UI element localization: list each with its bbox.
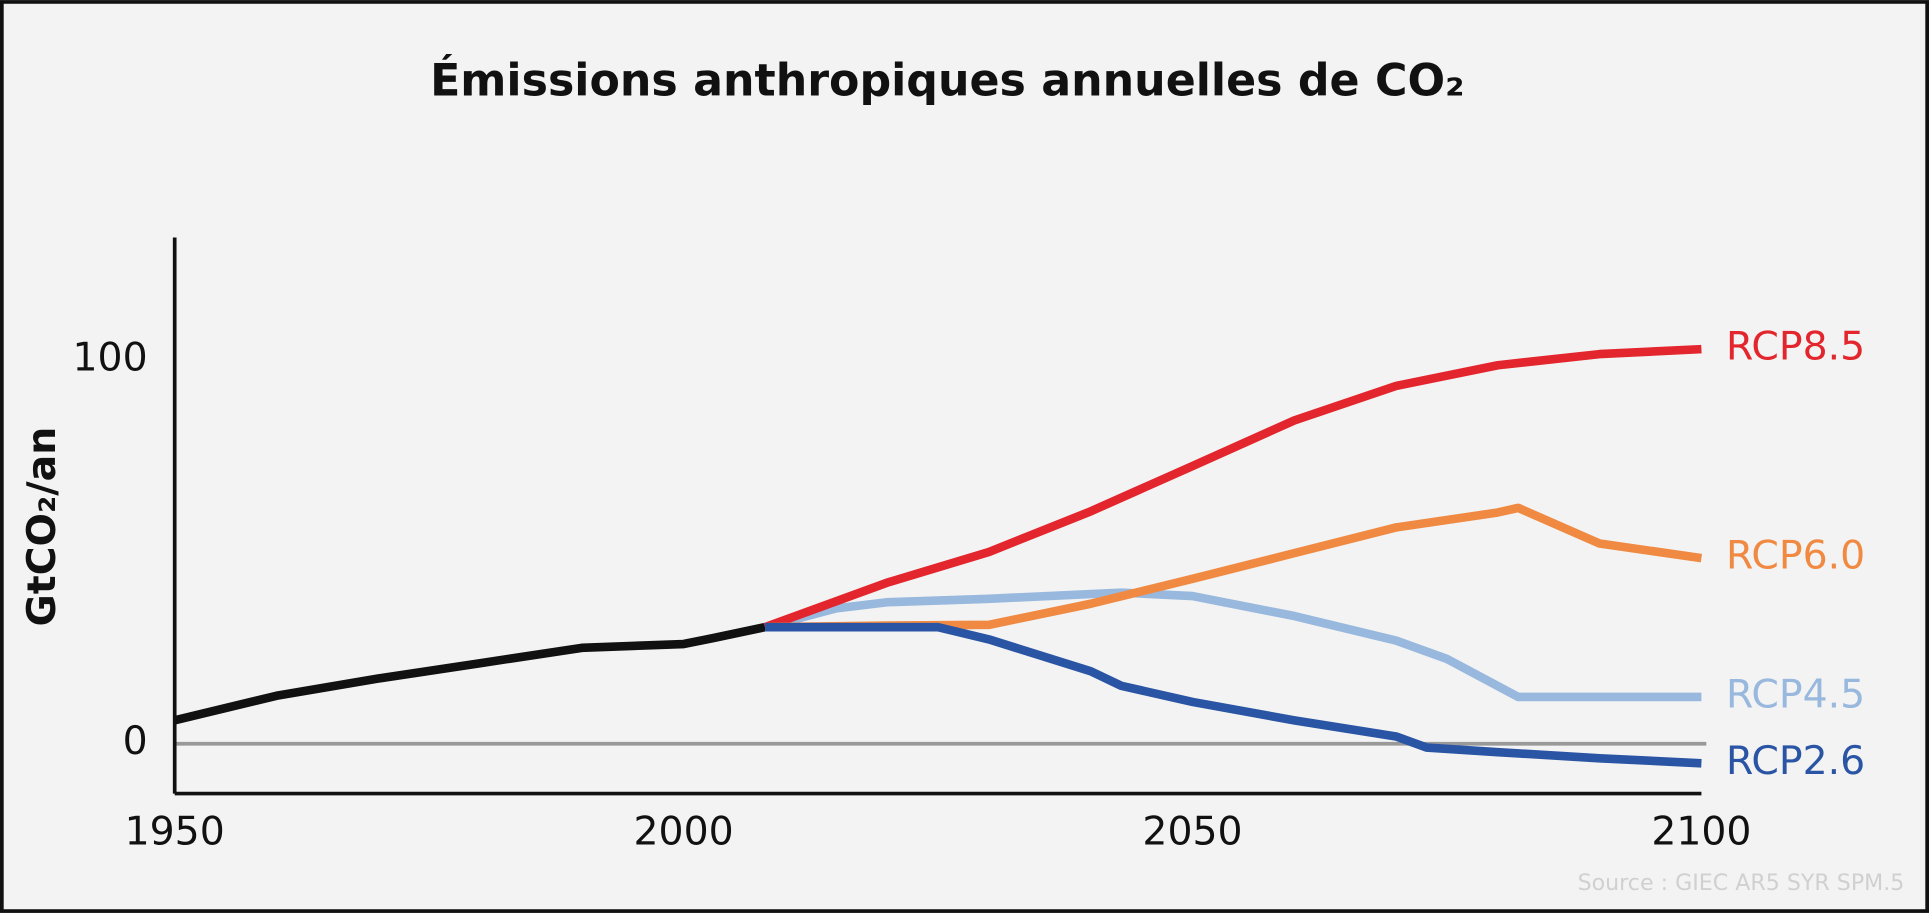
x-tick-label: 2100 (1651, 809, 1751, 855)
y-tick-label: 0 (123, 718, 148, 764)
y-tick-label: 100 (73, 335, 148, 381)
series-line (173, 622, 766, 725)
series-label: RCP2.6 (1726, 738, 1865, 784)
series-label: RCP8.5 (1726, 324, 1865, 370)
x-tick-label: 2000 (634, 809, 734, 855)
chart-title: Émissions anthropiques annuelles de CO₂ (430, 54, 1464, 107)
series-line (764, 503, 1703, 632)
series-line (763, 588, 1702, 702)
source: Source : GIEC AR5 SYR SPM.5 (1578, 870, 1905, 896)
x-tick-label: 1950 (125, 809, 225, 855)
series-label: RCP4.5 (1726, 671, 1865, 717)
y-axis-label: GtCO₂/an (19, 427, 65, 627)
series-line (765, 622, 1702, 768)
series-label: RCP6.0 (1726, 533, 1865, 579)
x-tick-label: 2050 (1142, 809, 1242, 855)
series-line (763, 344, 1702, 632)
